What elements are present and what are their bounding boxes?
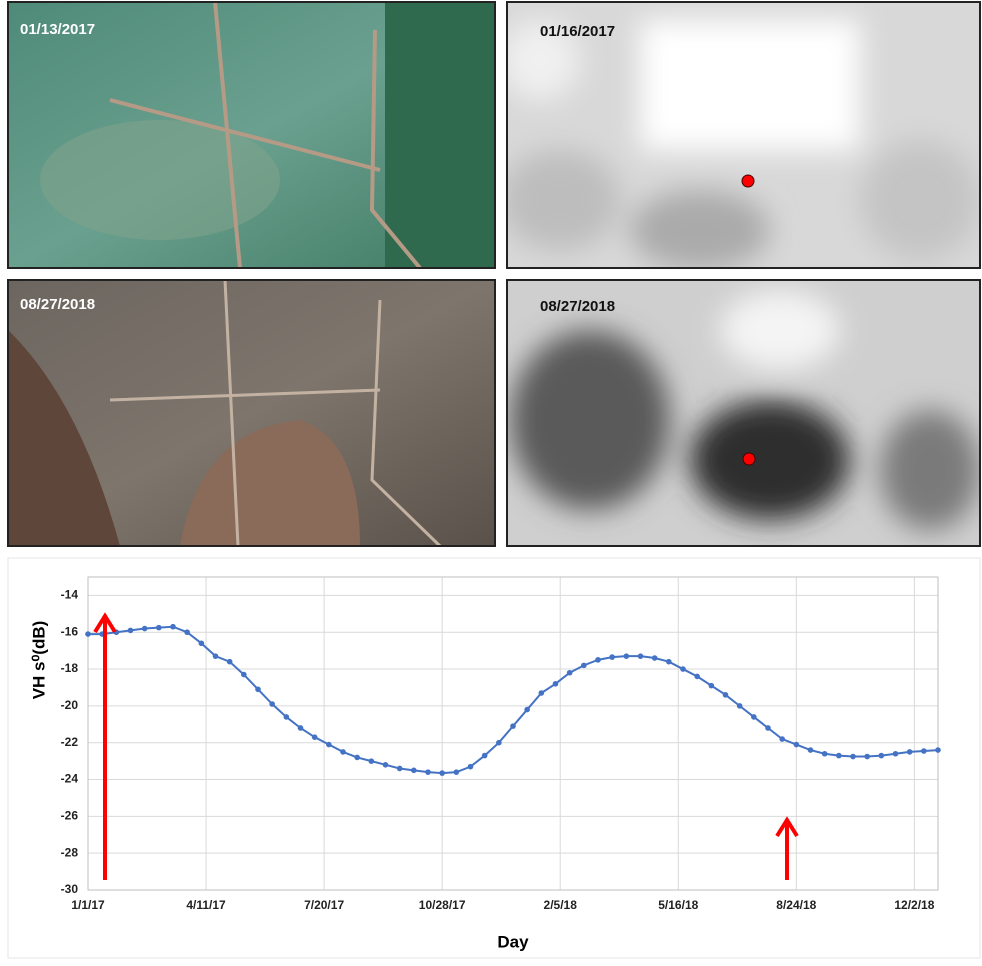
marker [85,631,91,637]
marker [539,690,545,696]
marker [397,766,403,772]
marker [354,755,360,761]
sar-image: 08/27/2018 [507,280,980,546]
marker [935,747,941,753]
y-tick-label: -16 [61,624,79,638]
y-tick-label: -26 [61,809,79,823]
marker [326,742,332,748]
x-tick-label: 10/28/17 [419,898,466,912]
x-tick-label: 12/2/18 [894,898,934,912]
x-tick-label: 8/24/18 [776,898,816,912]
image-date: 01/16/2017 [540,23,615,40]
marker [411,768,417,774]
marker [170,624,176,630]
x-axis-label: Day [497,932,529,951]
x-tick-label: 7/20/17 [304,898,344,912]
marker [864,754,870,760]
satellite-image: 08/27/2018 [8,280,495,546]
marker [581,663,587,669]
marker [340,749,346,755]
marker [723,692,729,698]
image-date: 01/13/2017 [20,21,95,38]
x-tick-label: 2/5/18 [544,898,578,912]
marker [524,707,530,713]
marker [879,753,885,759]
marker [666,659,672,665]
y-tick-label: -28 [61,845,79,859]
marker [510,723,516,729]
marker [680,666,686,672]
marker [567,670,573,676]
marker [638,653,644,659]
marker [737,703,743,709]
marker [808,747,814,753]
marker [595,657,601,663]
y-tick-label: -18 [61,661,79,675]
marker [822,751,828,757]
marker [468,764,474,770]
marker [482,753,488,759]
chart: VH s⁰(dB) Day -30 -28 -26 -24 -22 -20 -18 -16 -1… [8,558,980,958]
satellite-image: 01/13/2017 [8,2,495,268]
marker [269,701,275,707]
y-tick-label: -30 [61,882,79,896]
y-tick-label: -24 [61,772,79,786]
marker [425,769,431,775]
marker [709,683,715,689]
image-date: 08/27/2018 [540,298,615,315]
x-tick-label: 1/1/17 [71,898,105,912]
marker [184,629,190,635]
sar-image: 01/16/2017 [500,2,980,270]
marker [312,734,318,740]
marker [553,681,559,687]
marker [156,625,162,631]
marker [496,740,502,746]
marker [921,748,927,754]
marker [128,628,134,634]
marker [383,762,389,768]
marker [439,770,445,776]
y-tick-label: -14 [61,588,79,602]
marker [142,626,148,632]
x-tick-label: 4/11/17 [186,898,226,912]
marker [779,736,785,742]
marker [369,758,375,764]
marker [836,753,842,759]
y-tick-label: -20 [61,698,79,712]
page: 01/13/2017 01/16/2017 08/27/2018 [0,0,982,966]
marker [751,714,757,720]
image-date: 08/27/2018 [20,296,95,313]
marker [794,742,800,748]
marker [765,725,771,731]
y-tick-label: -22 [61,735,79,749]
marker [850,754,856,760]
marker [694,674,700,680]
marker [454,769,460,775]
marker [893,751,899,757]
marker [652,655,658,661]
marker [624,653,630,659]
y-axis-label: VH s⁰(dB) [29,621,48,700]
marker [241,672,247,678]
marker [609,654,615,660]
figure: 01/13/2017 01/16/2017 08/27/2018 [0,0,982,961]
marker [298,725,304,731]
marker [255,687,261,693]
marker [227,659,233,665]
x-tick-label: 5/16/18 [658,898,698,912]
marker [199,640,205,646]
marker [907,749,913,755]
marker [284,714,290,720]
marker [213,653,219,659]
